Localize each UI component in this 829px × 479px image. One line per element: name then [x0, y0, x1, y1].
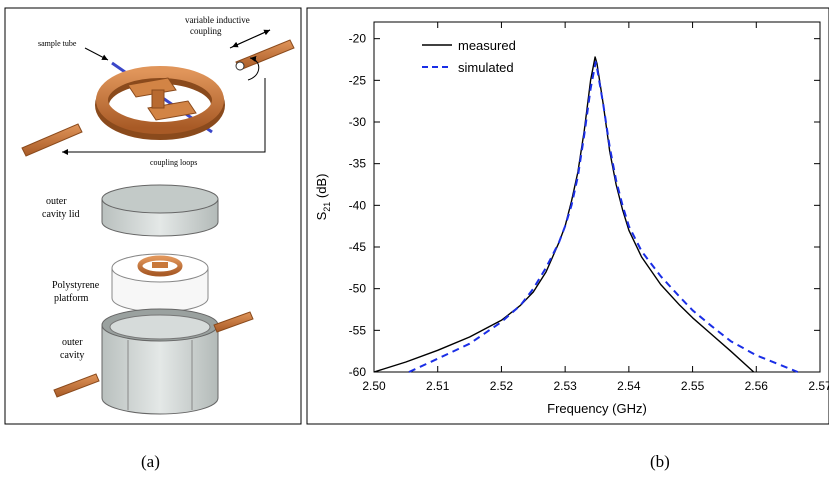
panel-a: sample tube variable inductive coupling …	[4, 7, 302, 425]
label-coupling-loops: coupling loops	[150, 158, 197, 167]
copper-bar-bottom	[147, 100, 197, 121]
x-tick-label: 2.53	[553, 379, 577, 393]
series-line-simulated	[408, 61, 799, 373]
label-outer-lid-2: cavity lid	[42, 209, 80, 220]
copper-bar-top	[127, 77, 177, 98]
legend-label-measured: measured	[458, 38, 516, 53]
x-tick-label: 2.51	[426, 379, 450, 393]
y-tick-label: -35	[349, 157, 367, 171]
series-layer	[373, 56, 799, 373]
x-tick-label: 2.50	[362, 379, 386, 393]
label-outer-lid-1: outer	[46, 196, 67, 207]
y-tick-label: -55	[349, 323, 367, 337]
y-axis-title-main: S	[314, 211, 329, 220]
label-outer-cavity-2: cavity	[60, 350, 84, 361]
label-outer-cavity-1: outer	[62, 337, 83, 348]
x-axis-title: Frequency (GHz)	[547, 401, 647, 416]
plot-area	[373, 21, 821, 373]
y-tick-label: -30	[349, 115, 367, 129]
label-platform-2: platform	[54, 293, 89, 304]
label-variable-coupling-2: coupling	[190, 26, 222, 36]
copper-gap-block	[151, 89, 165, 109]
y-tick-label: -50	[349, 282, 367, 296]
x-tick-label: 2.55	[681, 379, 705, 393]
y-axis-title-sub: 21	[322, 202, 332, 212]
cavity-coupling-rod-left	[53, 373, 100, 398]
x-tick-label: 2.56	[745, 379, 769, 393]
panel-b-label: (b)	[650, 452, 670, 471]
s21-chart: 2.50 2.51 2.52 2.53 2.54 2.55 2.56 2.57 -20-25-…	[314, 21, 829, 416]
resonator-drawing: sample tube variable inductive coupling …	[21, 15, 295, 167]
legend: measured simulated	[422, 38, 516, 75]
panel-b: 2.50 2.51 2.52 2.53 2.54 2.55 2.56 2.57 -20-25-…	[306, 7, 829, 425]
x-axis: 2.50 2.51 2.52 2.53 2.54 2.55 2.56 2.57	[362, 22, 829, 393]
coupling-loops-arrow	[62, 78, 266, 155]
label-platform-1: Polystyrene	[52, 280, 100, 291]
y-axis: -20 -25 -30 -35 -40 -45 -50 -55 -60	[349, 32, 820, 379]
panel-a-label: (a)	[141, 452, 160, 471]
sample-tube-arrow	[84, 47, 109, 61]
polystyrene-platform: Polystyrene platform	[52, 253, 209, 313]
legend-label-simulated: simulated	[458, 60, 514, 75]
y-tick-label: -20	[349, 32, 367, 46]
y-tick-label: -25	[349, 73, 367, 87]
y-tick-label: -45	[349, 240, 367, 254]
rotation-arrow	[247, 56, 260, 81]
x-tick-label: 2.57	[808, 379, 829, 393]
series-line-measured	[373, 56, 755, 373]
y-axis-title-unit: (dB)	[314, 174, 329, 202]
outer-cavity-lid: outer cavity lid	[42, 184, 219, 237]
cavity-coupling-rod-right	[213, 311, 254, 333]
coupling-rod-end	[235, 61, 245, 71]
outer-cavity: outer cavity	[53, 308, 254, 415]
x-tick-label: 2.54	[617, 379, 641, 393]
y-axis-title: S21 (dB)	[314, 174, 332, 221]
double-arrow-b	[231, 29, 271, 48]
y-tick-label: -40	[349, 198, 367, 212]
y-tick-label: -60	[349, 365, 367, 379]
label-sample-tube: sample tube	[38, 39, 77, 48]
x-tick-label: 2.52	[490, 379, 514, 393]
coupling-rod-left	[21, 123, 83, 157]
label-variable-coupling-1: variable inductive	[185, 15, 250, 25]
copper-ring	[96, 66, 224, 134]
